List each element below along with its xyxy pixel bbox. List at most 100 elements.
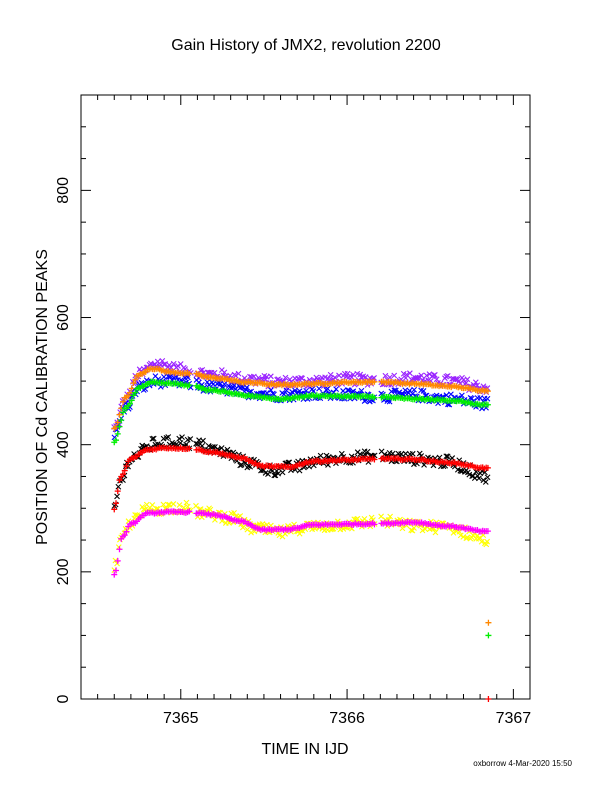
cross-point [296, 467, 303, 474]
cross-point [344, 387, 351, 394]
cross-point [279, 469, 286, 476]
cross-point [464, 376, 471, 383]
cross-point [204, 379, 211, 385]
cross-point [422, 526, 429, 532]
cross-point [409, 450, 416, 457]
plus-point [114, 488, 121, 495]
plus-point [126, 400, 133, 407]
cross-point [426, 371, 433, 378]
series-layer [111, 358, 492, 702]
cross-point [165, 434, 172, 440]
plus-point [123, 528, 130, 535]
cross-point [382, 372, 389, 379]
y-tick-label: 0 [55, 694, 72, 703]
cross-point [276, 532, 283, 539]
cross-point [466, 471, 473, 478]
cross-point [271, 472, 278, 479]
cross-point [197, 506, 204, 512]
plus-point [116, 411, 123, 418]
cross-point [402, 375, 409, 381]
cross-point [316, 385, 322, 392]
cross-point [423, 372, 430, 379]
plus-point [113, 437, 120, 444]
outlier-point [485, 632, 492, 639]
cross-point [289, 389, 296, 395]
cross-point [378, 513, 385, 520]
cross-point [411, 386, 418, 393]
cross-point [282, 374, 289, 381]
cross-point [212, 516, 218, 523]
series-2 [111, 365, 491, 432]
cross-point [246, 389, 253, 395]
cross-point [271, 391, 277, 398]
y-tick-label: 800 [55, 177, 72, 204]
cross-point [418, 372, 425, 379]
cross-point [219, 518, 225, 524]
plus-point [121, 532, 128, 539]
cross-point [161, 373, 167, 380]
cross-point [448, 391, 454, 398]
plus-point [126, 389, 133, 396]
plus-point [371, 521, 378, 528]
plot-frame [80, 94, 531, 700]
plus-point [119, 398, 126, 405]
outlier-point [485, 696, 492, 702]
plus-point [484, 464, 491, 471]
cross-point [391, 387, 398, 394]
cross-point [444, 453, 451, 460]
cross-point [275, 470, 282, 477]
cross-point [440, 463, 447, 470]
cross-point [478, 538, 485, 545]
cross-point [183, 499, 190, 506]
cross-point [176, 502, 183, 508]
cross-point [389, 450, 396, 457]
cross-point [484, 395, 491, 402]
plus-point [121, 467, 128, 474]
y-axis-label: POSITION OF Cd CALIBRATION PEAKS [34, 249, 51, 545]
cross-point [243, 384, 250, 391]
cross-point [114, 493, 120, 500]
cross-point [428, 518, 434, 525]
cross-point [482, 469, 488, 476]
plus-point [116, 546, 123, 553]
outlier-point [485, 619, 492, 626]
x-tick-label: 7365 [163, 710, 199, 727]
cross-point [283, 387, 290, 394]
plus-point [186, 445, 193, 452]
cross-point [176, 435, 183, 442]
cross-point [431, 372, 438, 378]
cross-point [129, 393, 136, 399]
cross-point [292, 387, 298, 394]
cross-point [408, 527, 415, 533]
cross-point [476, 475, 482, 482]
cross-point [195, 379, 202, 386]
plus-point [186, 370, 193, 377]
cross-point [209, 444, 216, 450]
plus-point [111, 571, 118, 578]
cross-point [114, 560, 120, 567]
cross-point [199, 442, 206, 449]
cross-point [396, 389, 403, 396]
cross-point [399, 525, 406, 532]
cross-point [443, 453, 450, 460]
plus-point [371, 456, 378, 463]
cross-point [414, 374, 421, 381]
plus-point [116, 477, 123, 484]
cross-point [460, 533, 467, 540]
plus-point [186, 508, 193, 515]
cross-point [340, 388, 346, 394]
plus-point [132, 389, 139, 396]
series-3 [111, 378, 491, 446]
x-tick-label: 7367 [496, 710, 532, 727]
cross-point [358, 387, 365, 394]
cross-point [264, 389, 270, 396]
y-tick-label: 200 [55, 558, 72, 585]
plus-point [119, 471, 126, 478]
cross-point [332, 374, 338, 381]
cross-point [299, 375, 305, 382]
plus-point [123, 463, 130, 470]
cross-point [350, 371, 357, 378]
cross-point [420, 388, 427, 394]
cross-point [442, 462, 449, 469]
